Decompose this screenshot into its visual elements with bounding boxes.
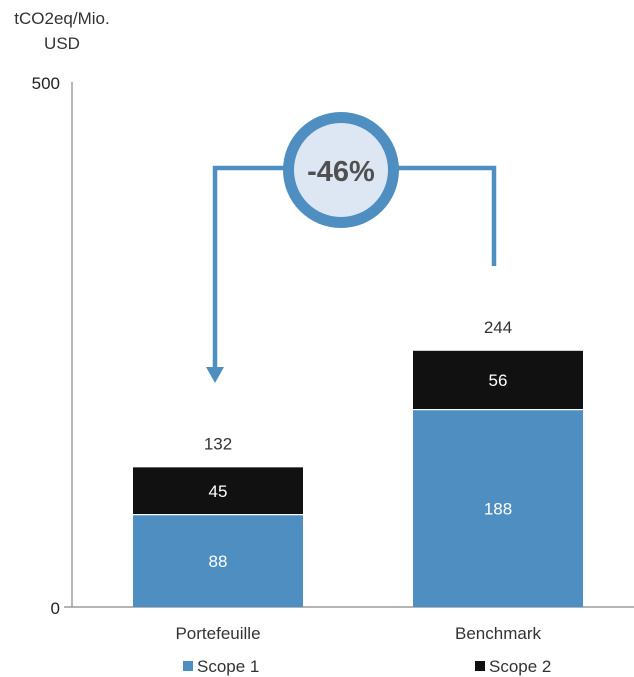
y-tick-label-min: 0 (51, 599, 60, 618)
bar-portefeuille-scope-2 (133, 467, 303, 515)
legend-swatch-scope-2 (475, 661, 485, 671)
y-tick-label-max: 500 (32, 74, 60, 93)
reduction-annotation: -46% (206, 112, 497, 383)
y-axis-label-line2: USD (44, 34, 80, 53)
bar-benchmark-scope-2 (413, 350, 583, 410)
value-label-portefeuille-scope-1: 88 (209, 552, 228, 571)
legend: Scope 1 Scope 2 (183, 657, 551, 676)
x-category-label-portefeuille: Portefeuille (175, 624, 260, 643)
value-label-benchmark-scope-1: 188 (484, 499, 512, 518)
legend-swatch-scope-1 (183, 661, 193, 671)
bar-portefeuille-scope-1 (133, 514, 303, 607)
reduction-badge-inner (294, 123, 388, 217)
legend-label-scope-2: Scope 2 (489, 657, 551, 676)
x-category-label-benchmark: Benchmark (455, 624, 541, 643)
bars-group: 88 45 132 Portefeuille 188 56 244 Benchmark (133, 318, 583, 643)
value-label-portefeuille-scope-2: 45 (209, 482, 228, 501)
legend-label-scope-1: Scope 1 (197, 657, 259, 676)
total-label-portefeuille: 132 (204, 434, 232, 453)
value-label-benchmark-scope-2: 56 (489, 371, 508, 390)
bar-benchmark-scope-1 (413, 409, 583, 607)
arrow-down-icon (206, 367, 224, 383)
total-label-benchmark: 244 (484, 318, 512, 337)
y-axis-label-line1: tCO2eq/Mio. (14, 9, 109, 28)
reduction-percent: -46% (307, 156, 375, 188)
